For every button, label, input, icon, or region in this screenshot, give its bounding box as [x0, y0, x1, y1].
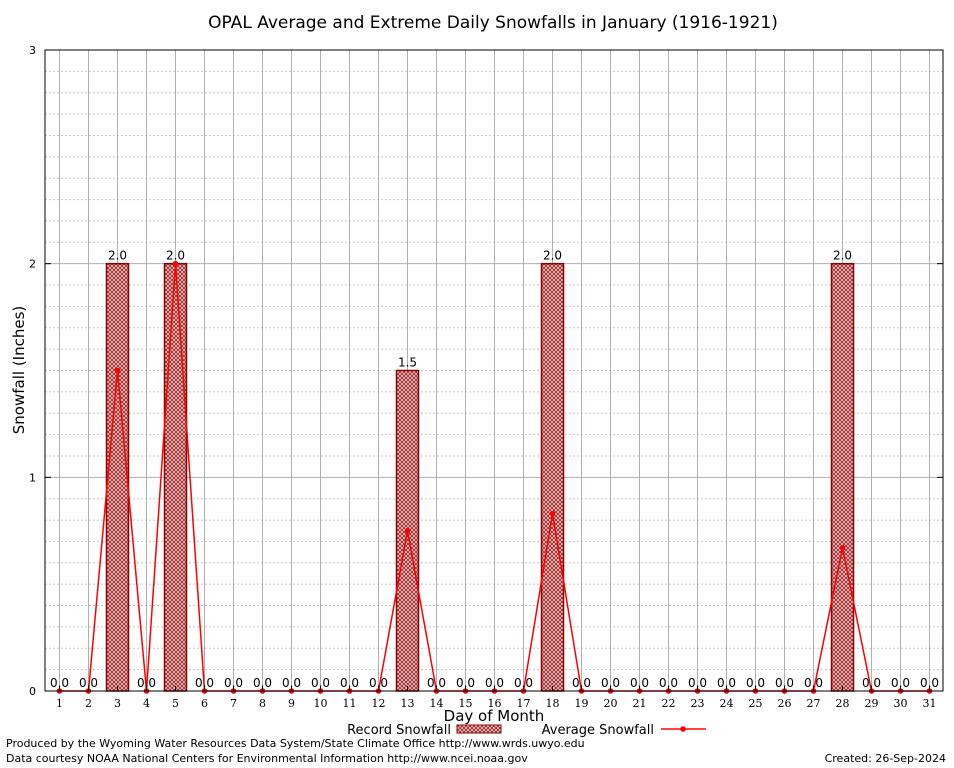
data-label-day-7: 0.0 — [224, 676, 243, 690]
x-tick-label: 12 — [372, 697, 386, 710]
x-tick-label: 18 — [546, 697, 560, 710]
data-label-day-9: 0.0 — [282, 676, 301, 690]
x-tick-label: 22 — [662, 697, 676, 710]
x-tick-label: 29 — [865, 697, 879, 710]
y-tick-label: 2 — [29, 258, 36, 271]
data-label-day-29: 0.0 — [862, 676, 881, 690]
data-label-day-15: 0.0 — [456, 676, 475, 690]
data-label-day-22: 0.0 — [659, 676, 678, 690]
y-axis-label: Snowfall (Inches) — [10, 306, 28, 434]
grid — [45, 49, 943, 691]
y-tick-label: 3 — [29, 44, 36, 57]
average-point-day-28 — [839, 545, 846, 551]
data-label-day-21: 0.0 — [630, 676, 649, 690]
data-label-day-6: 0.0 — [195, 676, 214, 690]
x-tick-label: 4 — [143, 697, 150, 710]
data-label-day-26: 0.0 — [775, 676, 794, 690]
average-point-day-3 — [114, 367, 121, 374]
data-label-day-8: 0.0 — [253, 676, 272, 690]
data-label-day-18: 2.0 — [543, 249, 562, 263]
bar-day-5 — [163, 262, 188, 692]
legend: Record Snowfall Average Snowfall — [347, 723, 706, 738]
x-tick-label: 26 — [778, 697, 792, 710]
data-label-day-16: 0.0 — [485, 676, 504, 690]
legend-marker-average — [680, 726, 686, 732]
data-labels: 0.0 0.0 2.0 0.0 2.0 0.0 0.0 0.0 0.0 0.0 0.0 0.0 1.5 0… — [50, 249, 939, 690]
data-label-day-10: 0.0 — [311, 676, 330, 690]
x-tick-label: 27 — [807, 697, 821, 710]
x-tick-label: 9 — [288, 697, 295, 710]
data-label-day-17: 0.0 — [514, 676, 533, 690]
legend-label-average: Average Snowfall — [542, 723, 654, 738]
data-label-day-27: 0.0 — [804, 676, 823, 690]
x-tick-label: 14 — [430, 697, 444, 710]
data-label-day-31: 0.0 — [920, 676, 939, 690]
x-tick-label: 20 — [604, 697, 618, 710]
average-point-day-18 — [549, 510, 556, 517]
x-tick-label: 19 — [575, 697, 589, 710]
legend-label-record: Record Snowfall — [347, 723, 451, 738]
x-tick-label: 8 — [259, 697, 266, 710]
data-label-day-24: 0.0 — [717, 676, 736, 690]
data-label-day-30: 0.0 — [891, 676, 910, 690]
x-tick-label: 21 — [633, 697, 647, 710]
x-tick-label: 30 — [894, 697, 908, 710]
x-tick-label: 15 — [459, 697, 473, 710]
y-tick-label: 0 — [29, 685, 36, 698]
x-axis-label: Day of Month — [444, 707, 545, 725]
data-label-day-5: 2.0 — [166, 249, 185, 263]
x-tick-label: 3 — [114, 697, 121, 710]
data-label-day-3: 2.0 — [108, 249, 127, 263]
data-label-day-14: 0.0 — [427, 676, 446, 690]
x-tick-label: 25 — [749, 697, 763, 710]
data-label-day-25: 0.0 — [746, 676, 765, 690]
bars — [105, 262, 855, 692]
data-label-day-4: 0.0 — [137, 676, 156, 690]
x-tick-label: 28 — [836, 697, 850, 710]
data-label-day-11: 0.0 — [340, 676, 359, 690]
credit-line-2: Data courtesy NOAA National Centers for … — [6, 752, 528, 765]
x-tick-label: 2 — [85, 697, 92, 710]
data-label-day-13: 1.5 — [398, 356, 417, 370]
x-tick-label: 24 — [720, 697, 734, 710]
x-tick-label: 11 — [343, 697, 357, 710]
data-label-day-20: 0.0 — [601, 676, 620, 690]
x-tick-label: 17 — [517, 697, 531, 710]
data-label-day-28: 2.0 — [833, 249, 852, 263]
data-label-day-2: 0.0 — [79, 676, 98, 690]
chart-title: OPAL Average and Extreme Daily Snowfalls… — [208, 13, 778, 33]
average-point-day-5 — [172, 260, 179, 267]
y-tick-label: 1 — [29, 471, 36, 484]
x-tick-label: 5 — [172, 697, 179, 710]
x-tick-label: 6 — [201, 697, 208, 710]
credit-line-1: Produced by the Wyoming Water Resources … — [6, 737, 585, 750]
x-tick-label: 7 — [230, 697, 237, 710]
created-date: Created: 26-Sep-2024 — [824, 752, 946, 765]
data-label-day-19: 0.0 — [572, 676, 591, 690]
data-label-day-12: 0.0 — [369, 676, 388, 690]
bar-day-28 — [830, 262, 855, 692]
bar-day-18 — [540, 262, 565, 692]
x-tick-label: 10 — [314, 697, 328, 710]
x-tick-label: 16 — [488, 697, 502, 710]
x-tick-label: 31 — [923, 697, 937, 710]
x-tick-label: 1 — [56, 697, 63, 710]
average-point-day-13 — [404, 527, 411, 534]
x-tick-label: 23 — [691, 697, 705, 710]
x-tick-label: 13 — [401, 697, 415, 710]
legend-swatch-record — [456, 724, 502, 734]
data-label-day-23: 0.0 — [688, 676, 707, 690]
bar-day-3 — [105, 262, 130, 692]
data-label-day-1: 0.0 — [50, 676, 69, 690]
